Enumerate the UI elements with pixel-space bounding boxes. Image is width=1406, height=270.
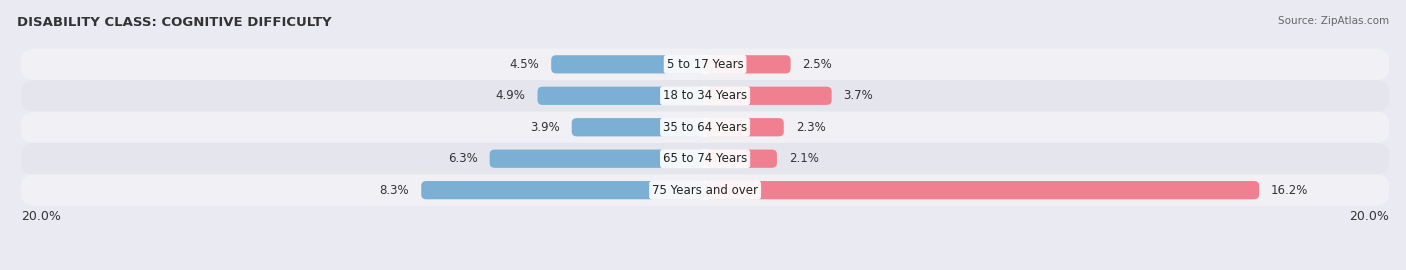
Text: 35 to 64 Years: 35 to 64 Years	[664, 121, 747, 134]
Text: 18 to 34 Years: 18 to 34 Years	[664, 89, 747, 102]
FancyBboxPatch shape	[537, 87, 706, 105]
Text: 4.9%: 4.9%	[496, 89, 526, 102]
Text: 2.3%: 2.3%	[796, 121, 825, 134]
Text: 2.5%: 2.5%	[803, 58, 832, 71]
Text: 4.5%: 4.5%	[509, 58, 540, 71]
FancyBboxPatch shape	[21, 49, 1389, 80]
Text: 5 to 17 Years: 5 to 17 Years	[666, 58, 744, 71]
FancyBboxPatch shape	[706, 150, 778, 168]
FancyBboxPatch shape	[551, 55, 706, 73]
Text: 20.0%: 20.0%	[1350, 210, 1389, 223]
FancyBboxPatch shape	[706, 87, 832, 105]
FancyBboxPatch shape	[489, 150, 706, 168]
FancyBboxPatch shape	[706, 181, 1260, 199]
Text: 20.0%: 20.0%	[21, 210, 60, 223]
Text: 6.3%: 6.3%	[449, 152, 478, 165]
FancyBboxPatch shape	[422, 181, 706, 199]
Text: 75 Years and over: 75 Years and over	[652, 184, 758, 197]
FancyBboxPatch shape	[572, 118, 706, 136]
FancyBboxPatch shape	[21, 143, 1389, 174]
FancyBboxPatch shape	[706, 118, 783, 136]
Text: 2.1%: 2.1%	[789, 152, 818, 165]
FancyBboxPatch shape	[21, 80, 1389, 112]
FancyBboxPatch shape	[21, 174, 1389, 206]
Text: 8.3%: 8.3%	[380, 184, 409, 197]
Text: 3.7%: 3.7%	[844, 89, 873, 102]
Text: Source: ZipAtlas.com: Source: ZipAtlas.com	[1278, 16, 1389, 26]
Text: 65 to 74 Years: 65 to 74 Years	[664, 152, 747, 165]
FancyBboxPatch shape	[21, 112, 1389, 143]
Text: DISABILITY CLASS: COGNITIVE DIFFICULTY: DISABILITY CLASS: COGNITIVE DIFFICULTY	[17, 16, 332, 29]
FancyBboxPatch shape	[706, 55, 790, 73]
Text: 3.9%: 3.9%	[530, 121, 560, 134]
Text: 16.2%: 16.2%	[1271, 184, 1309, 197]
